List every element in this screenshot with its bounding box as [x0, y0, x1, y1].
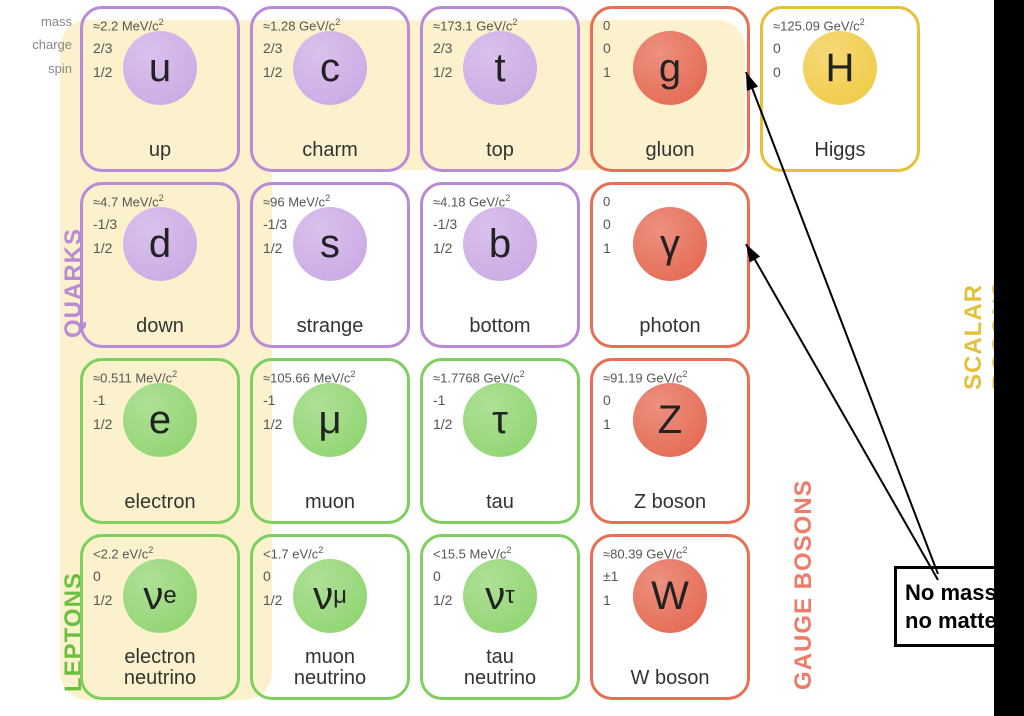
particle-name: down	[93, 316, 227, 337]
particle-symbol-circle: νe	[123, 559, 197, 633]
particle-card-photon: 001γphoton	[590, 182, 750, 348]
particle-symbol-circle: c	[293, 31, 367, 105]
particle-name: up	[93, 140, 227, 161]
particle-card-w: ≈80.39 GeV/c2±11WW boson	[590, 534, 750, 700]
particle-name: tauneutrino	[433, 647, 567, 689]
particle-name: gluon	[603, 140, 737, 161]
particle-symbol-circle: H	[803, 31, 877, 105]
particle-card-nu_tau: <15.5 MeV/c201/2ντtauneutrino	[420, 534, 580, 700]
particle-name: top	[433, 140, 567, 161]
particle-card-gluon: 001ggluon	[590, 6, 750, 172]
particle-name: Higgs	[773, 140, 907, 161]
particle-card-tau: ≈1.7768 GeV/c2-11/2τtau	[420, 358, 580, 524]
particle-symbol-circle: u	[123, 31, 197, 105]
particle-name: electronneutrino	[93, 647, 227, 689]
particle-card-strange: ≈96 MeV/c2-1/31/2sstrange	[250, 182, 410, 348]
particle-name: charm	[263, 140, 397, 161]
particle-symbol-circle: s	[293, 207, 367, 281]
particle-card-muon: ≈105.66 MeV/c2-11/2μmuon	[250, 358, 410, 524]
particle-symbol-circle: μ	[293, 383, 367, 457]
particle-name: strange	[263, 316, 397, 337]
particle-card-nu_e: <2.2 eV/c201/2νeelectronneutrino	[80, 534, 240, 700]
particle-card-z: ≈91.19 GeV/c201ZZ boson	[590, 358, 750, 524]
particle-name: W boson	[603, 668, 737, 689]
particle-card-nu_mu: <1.7 eV/c201/2νμmuonneutrino	[250, 534, 410, 700]
particle-name: photon	[603, 316, 737, 337]
particle-card-down: ≈4.7 MeV/c2-1/31/2ddown	[80, 182, 240, 348]
particle-name: Z boson	[603, 492, 737, 513]
particle-card-electron: ≈0.511 MeV/c2-11/2eelectron	[80, 358, 240, 524]
particle-card-bottom: ≈4.18 GeV/c2-1/31/2bbottom	[420, 182, 580, 348]
particle-symbol-circle: b	[463, 207, 537, 281]
particle-card-top: ≈173.1 GeV/c22/31/2ttop	[420, 6, 580, 172]
particle-symbol-circle: νμ	[293, 559, 367, 633]
particle-card-charm: ≈1.28 GeV/c22/31/2ccharm	[250, 6, 410, 172]
particle-name: bottom	[433, 316, 567, 337]
particle-name: muonneutrino	[263, 647, 397, 689]
particle-symbol-circle: e	[123, 383, 197, 457]
particle-symbol-circle: τ	[463, 383, 537, 457]
particle-card-up: ≈2.2 MeV/c22/31/2uup	[80, 6, 240, 172]
particle-symbol-circle: Z	[633, 383, 707, 457]
particle-symbol-circle: g	[633, 31, 707, 105]
particle-symbol-circle: W	[633, 559, 707, 633]
particle-name: muon	[263, 492, 397, 513]
particle-grid-container: ≈2.2 MeV/c22/31/2uup≈1.28 GeV/c22/31/2cc…	[0, 0, 1024, 700]
particle-symbol-circle: ντ	[463, 559, 537, 633]
particle-symbol-circle: d	[123, 207, 197, 281]
particle-name: electron	[93, 492, 227, 513]
particle-symbol-circle: t	[463, 31, 537, 105]
particle-name: tau	[433, 492, 567, 513]
particle-grid: ≈2.2 MeV/c22/31/2uup≈1.28 GeV/c22/31/2cc…	[80, 6, 1024, 700]
particle-card-higgs: ≈125.09 GeV/c200HHiggs	[760, 6, 920, 172]
particle-symbol-circle: γ	[633, 207, 707, 281]
